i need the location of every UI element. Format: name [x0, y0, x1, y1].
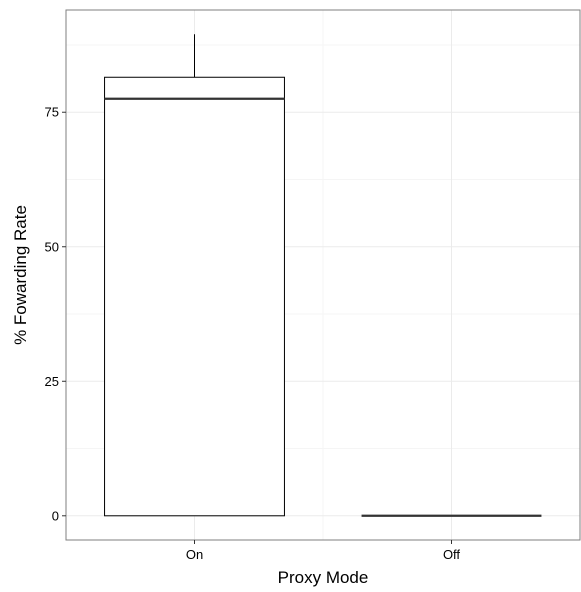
y-tick-label: 50: [45, 239, 59, 254]
box-on: [104, 34, 285, 517]
y-tick-label: 0: [52, 508, 59, 523]
x-tick-label: Off: [443, 547, 460, 562]
x-tick-label: On: [186, 547, 203, 562]
x-axis: On Off: [186, 540, 460, 562]
y-axis: 0 25 50 75: [45, 105, 66, 523]
y-axis-title: % Fowarding Rate: [11, 205, 30, 345]
y-tick-label: 75: [45, 105, 59, 120]
box-group: [104, 34, 542, 517]
y-tick-label: 25: [45, 374, 59, 389]
x-axis-title: Proxy Mode: [278, 568, 369, 587]
box-body: [104, 76, 285, 517]
panel-border: [65, 9, 581, 541]
